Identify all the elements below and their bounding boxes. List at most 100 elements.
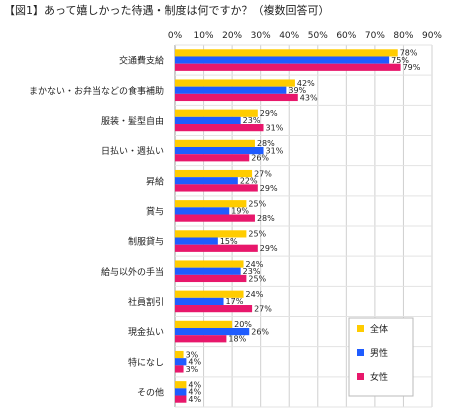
category-label: 社員割引 [128, 296, 164, 308]
bar [175, 109, 258, 117]
data-label: 19% [231, 207, 249, 216]
bar [175, 230, 247, 238]
category-label: 給与以外の手当 [101, 266, 164, 278]
data-label: 25% [248, 230, 266, 239]
x-tick-label: 30% [251, 31, 271, 41]
legend-label: 女性 [370, 371, 388, 383]
bar [175, 63, 401, 71]
data-label: 31% [266, 123, 284, 132]
x-tick-label: 90% [422, 31, 442, 41]
x-tick-label: 50% [308, 31, 328, 41]
bar [175, 154, 250, 162]
data-label: 3% [186, 350, 199, 359]
data-label: 23% [243, 116, 261, 125]
data-label: 39% [288, 86, 306, 95]
data-label: 26% [251, 154, 269, 163]
bar [175, 49, 398, 57]
data-label: 4% [188, 395, 201, 404]
x-axis-ticks: 0% 10% 20% 30% 40% 50% 60% 70% 80% 90% [168, 31, 443, 41]
bar [175, 388, 187, 396]
legend-label: 男性 [370, 347, 388, 359]
data-label: 27% [254, 169, 272, 178]
bar [175, 274, 247, 283]
data-label: 20% [234, 320, 252, 329]
bar [175, 124, 264, 132]
bar [175, 305, 253, 313]
data-label: 4% [188, 388, 201, 397]
category-label: 賞与 [146, 205, 164, 217]
bar [175, 200, 247, 208]
bar [175, 56, 390, 64]
bar [175, 86, 287, 94]
data-label: 31% [266, 146, 284, 155]
category-label: 交通費支給 [119, 55, 164, 67]
bar [175, 79, 295, 87]
data-label: 25% [248, 200, 266, 209]
data-label: 17% [226, 297, 244, 306]
category-label: 日払い・週払い [101, 145, 164, 157]
data-label: 4% [188, 358, 201, 367]
x-tick-label: 20% [222, 31, 242, 41]
x-tick-label: 80% [393, 31, 413, 41]
x-tick-label: 0% [168, 31, 183, 41]
data-label: 42% [297, 79, 315, 88]
x-tick-label: 40% [279, 31, 299, 41]
legend-swatch [357, 325, 364, 332]
bar [175, 93, 298, 102]
bar [175, 327, 250, 336]
data-label: 18% [228, 335, 246, 344]
bar [175, 395, 187, 403]
category-label: 現金払い [128, 326, 164, 338]
data-label: 24% [246, 260, 264, 269]
bar [175, 177, 238, 185]
data-labels: 78%75%79%42%39%43%29%23%31%28%31%26%27%2… [186, 49, 421, 404]
bar [175, 116, 241, 125]
category-labels: 交通費支給まかない・お弁当などの食事補助服装・髪型自由日払い・週払い昇給賞与制服… [29, 55, 164, 399]
bar [175, 358, 187, 366]
data-label: 79% [403, 63, 421, 72]
data-label: 27% [254, 304, 272, 313]
bar [175, 297, 224, 306]
data-label: 25% [248, 274, 266, 283]
data-label: 4% [188, 381, 201, 390]
bar [175, 244, 258, 252]
data-label: 22% [240, 177, 258, 186]
bar [175, 139, 255, 147]
bar [175, 381, 187, 389]
category-label: 昇給 [146, 175, 164, 187]
data-label: 29% [260, 244, 278, 253]
category-label: その他 [137, 386, 164, 398]
bar [175, 207, 230, 215]
bar [175, 290, 244, 298]
bars [175, 49, 401, 403]
data-label: 28% [257, 139, 275, 148]
x-tick-label: 60% [336, 31, 356, 41]
x-tick-label: 10% [194, 31, 214, 41]
category-label: 制服貸与 [128, 236, 164, 248]
bar [175, 184, 258, 192]
bar [175, 260, 244, 268]
data-label: 29% [260, 184, 278, 193]
x-tick-label: 70% [365, 31, 385, 41]
legend-label: 全体 [370, 323, 388, 335]
bar [175, 365, 184, 373]
legend-swatch [357, 373, 364, 380]
bar [175, 214, 255, 222]
bar [175, 267, 241, 275]
data-label: 28% [257, 214, 275, 223]
data-label: 26% [251, 327, 269, 336]
data-label: 24% [246, 290, 264, 299]
category-label: まかない・お弁当などの食事補助 [29, 85, 164, 97]
bar [175, 335, 227, 343]
bar [175, 169, 253, 178]
data-label: 23% [243, 267, 261, 276]
legend-swatch [357, 349, 364, 356]
category-label: 特になし [128, 356, 164, 368]
bar [175, 146, 264, 155]
data-label: 75% [391, 56, 409, 65]
data-label: 29% [260, 109, 278, 118]
bar [175, 320, 233, 328]
data-label: 3% [186, 365, 199, 374]
